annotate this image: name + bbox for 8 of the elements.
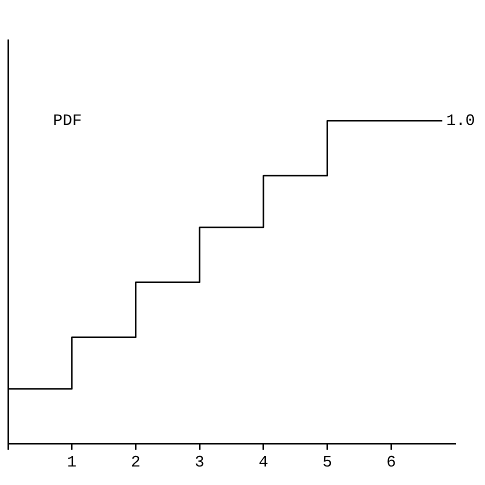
x-tick-label: 1: [67, 454, 77, 472]
x-tick-label: 4: [258, 454, 268, 472]
chart-title: PDF: [53, 112, 82, 130]
annotation: 1.0: [446, 112, 476, 130]
x-tick-label: 6: [386, 454, 396, 472]
x-tick-label: 3: [194, 454, 204, 472]
x-tick-label: 5: [322, 454, 332, 472]
x-tick-label: 2: [130, 454, 141, 472]
